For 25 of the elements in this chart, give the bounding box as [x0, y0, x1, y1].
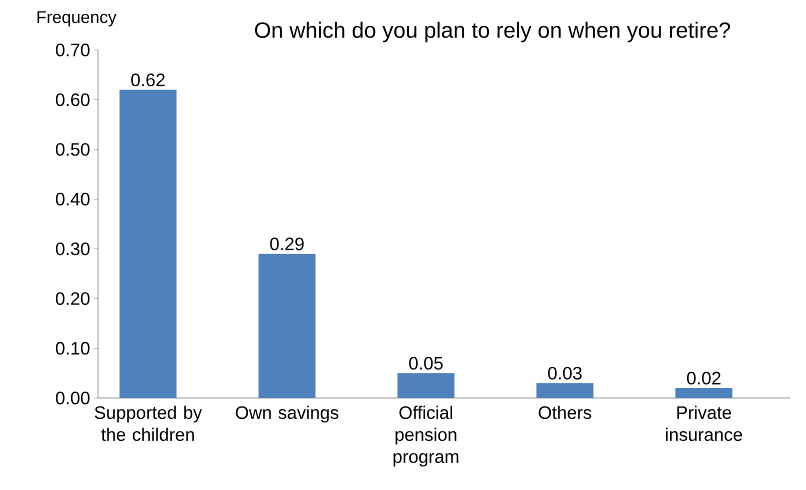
x-tick-label: Private insurance	[666, 406, 742, 441]
y-axis-title: Frequency	[38, 11, 116, 26]
bar	[397, 373, 454, 398]
data-label: 0.62	[131, 74, 165, 86]
y-tick-label: 0.20	[56, 292, 90, 305]
y-tick-label: 0.50	[56, 143, 90, 156]
y-tick-label: 0.70	[56, 44, 90, 56]
bar	[675, 388, 732, 398]
x-tick-label: Own savings	[236, 406, 338, 423]
y-tick-label: 0.30	[56, 242, 90, 256]
data-label: 0.02	[687, 372, 720, 385]
y-tick-label: 0.40	[56, 192, 90, 206]
data-label: 0.29	[270, 238, 304, 250]
bar	[536, 383, 594, 398]
x-tick-label: Others	[538, 406, 592, 419]
y-tick-label: 0.00	[56, 392, 90, 404]
bar	[120, 90, 177, 398]
y-tick-label: 0.60	[56, 93, 90, 106]
x-tick-label: Official pension program	[394, 406, 458, 467]
chart-title: On which do you plan to rely on when you retire?	[255, 22, 730, 42]
y-tick-label: 0.10	[56, 342, 90, 355]
data-label: 0.03	[548, 366, 582, 380]
data-label: 0.05	[409, 356, 443, 370]
bar	[258, 254, 316, 398]
x-tick-label: Supported by the children	[94, 406, 202, 441]
